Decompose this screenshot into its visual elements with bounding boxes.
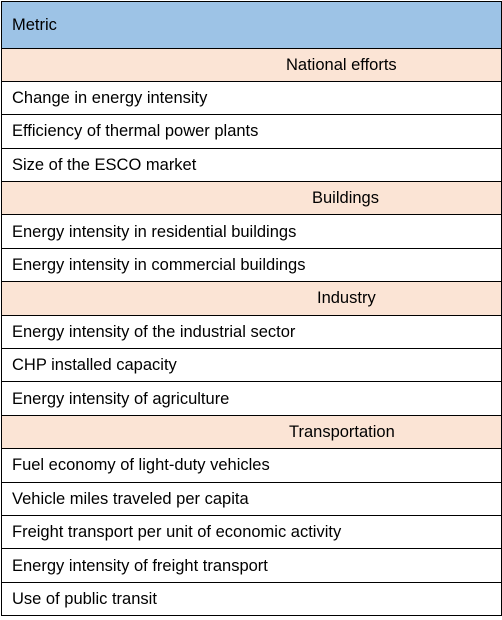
metric-cell: Freight transport per unit of economic a… <box>1 514 502 550</box>
metric-cell: Energy intensity in commercial buildings <box>1 247 502 283</box>
section-header-transportation: Transportation <box>1 414 502 450</box>
section-header-industry: Industry <box>1 281 502 316</box>
table-row: Energy intensity of agriculture <box>1 381 502 416</box>
section-header-buildings: Buildings <box>1 181 502 216</box>
table-row: Efficiency of thermal power plants <box>1 114 502 149</box>
table-row: Size of the ESCO market <box>1 147 502 183</box>
metric-cell: Energy intensity in residential building… <box>1 214 502 249</box>
header-row: Metric <box>1 1 502 49</box>
metric-cell: Change in energy intensity <box>1 80 502 116</box>
section-header-national-efforts: National efforts <box>1 47 502 82</box>
metrics-body: National efforts Change in energy intens… <box>1 47 502 617</box>
table-row: Use of public transit <box>1 581 502 617</box>
section-title: Buildings <box>312 189 379 208</box>
metric-cell: Size of the ESCO market <box>1 147 502 183</box>
metric-cell: Use of public transit <box>1 581 502 617</box>
table-row: Energy intensity of the industrial secto… <box>1 314 502 350</box>
table-row: Fuel economy of light-duty vehicles <box>1 448 502 483</box>
metric-cell: Energy intensity of agriculture <box>1 381 502 416</box>
table-row: Vehicle miles traveled per capita <box>1 481 502 516</box>
metric-cell: Energy intensity of the industrial secto… <box>1 314 502 350</box>
table-row: Energy intensity in residential building… <box>1 214 502 249</box>
metric-cell: Fuel economy of light-duty vehicles <box>1 448 502 483</box>
metric-cell: Energy intensity of freight transport <box>1 548 502 583</box>
metric-cell: CHP installed capacity <box>1 348 502 383</box>
metric-cell: Vehicle miles traveled per capita <box>1 481 502 516</box>
metric-column-header: Metric <box>1 1 502 49</box>
section-title: Industry <box>317 289 376 308</box>
section-title: National efforts <box>286 55 397 74</box>
table-row: Energy intensity of freight transport <box>1 548 502 583</box>
table-row: Energy intensity in commercial buildings <box>1 247 502 283</box>
table-row: Change in energy intensity <box>1 80 502 116</box>
table-row: Freight transport per unit of economic a… <box>1 514 502 550</box>
table-row: CHP installed capacity <box>1 348 502 383</box>
metric-cell: Efficiency of thermal power plants <box>1 114 502 149</box>
section-title: Transportation <box>289 422 395 441</box>
